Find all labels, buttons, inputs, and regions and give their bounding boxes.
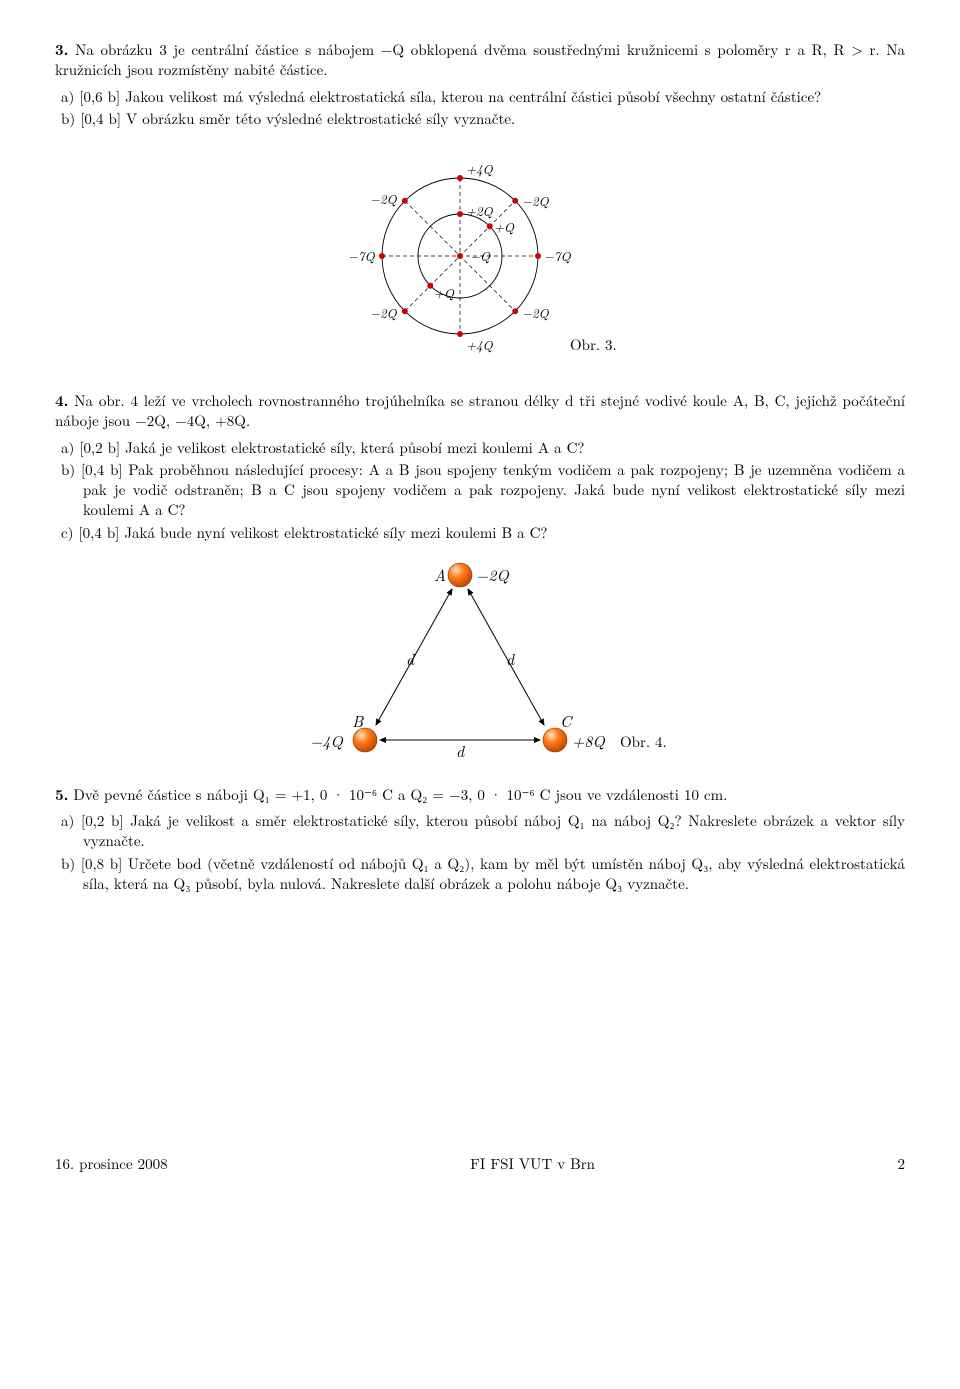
fig3-outer-bl: −2Q	[370, 303, 398, 322]
fig4-A: A	[434, 563, 446, 586]
problem3-number: 3.	[55, 39, 68, 60]
item-text: [0,4 b] V obrázku směr této výsledné ele…	[80, 108, 515, 129]
fig3-outer-ur: −2Q	[522, 191, 550, 210]
item-text: [0,4 b] Jaká bude nyní velikost elektros…	[79, 522, 548, 543]
footer-date: 16. prosince 2008	[55, 1154, 168, 1174]
problem4-b: b) [0,4 b] Pak proběhnou následující pro…	[55, 460, 905, 521]
fig4-svg: d d d A B C −2Q −4Q +8Q Obr. 4.	[270, 555, 690, 775]
problem3-a: a) [0,6 b] Jakou velikost má výsledná el…	[55, 87, 905, 107]
fig3-outer-top: +4Q	[466, 159, 494, 178]
fig3-inner-ur: +Q	[494, 217, 515, 236]
item-label: b)	[61, 108, 75, 129]
fig3-svg: −Q +2Q +Q +Q +4Q −2Q −2Q −7Q −7Q −2Q −2Q…	[310, 141, 650, 381]
problem3-b: b) [0,4 b] V obrázku směr této výsledné …	[55, 109, 905, 129]
item-text: [0,6 b] Jakou velikost má výsledná elekt…	[79, 86, 821, 107]
problem4-intro: 4. Na obr. 4 leží ve vrcholech rovnostra…	[55, 391, 905, 432]
fig4-caption: Obr. 4.	[620, 731, 667, 752]
problem3-text: Na obrázku 3 je centrální částice s nábo…	[55, 39, 905, 80]
fig3-inner-top: +2Q	[466, 201, 494, 220]
item-text: [0,4 b] Pak proběhnou následující proces…	[81, 459, 905, 521]
item-text: [0,8 b] Určete bod (včetně vzdáleností o…	[81, 853, 905, 894]
item-text: [0,2 b] Jaká je velikost a směr elektros…	[81, 810, 905, 851]
problem4-c: c) [0,4 b] Jaká bude nyní velikost elekt…	[55, 523, 905, 543]
item-label: a)	[61, 810, 74, 831]
fig4-qB: −4Q	[310, 729, 343, 752]
item-label: a)	[61, 86, 74, 107]
fig3-outer-l: −7Q	[348, 246, 376, 265]
problem5-number: 5.	[55, 784, 68, 805]
item-label: b)	[61, 459, 75, 480]
footer-page: 2	[897, 1154, 905, 1174]
item-label: b)	[61, 853, 75, 874]
item-label: a)	[61, 437, 74, 458]
fig3-inner-bl: +Q	[434, 283, 455, 302]
fig4-qC: +8Q	[572, 729, 605, 752]
item-text: [0,2 b] Jaká je velikost elektrostatické…	[79, 437, 584, 458]
fig3-outer-r: −7Q	[544, 246, 572, 265]
fig4-d-bottom: d	[456, 739, 465, 762]
fig4-B: B	[352, 709, 364, 732]
fig3-caption: Obr. 3.	[570, 334, 617, 355]
fig4-d-left: d	[406, 647, 415, 670]
item-label: c)	[61, 522, 74, 543]
figure-3: −Q +2Q +Q +Q +4Q −2Q −2Q −7Q −7Q −2Q −2Q…	[55, 141, 905, 381]
problem5-a: a) [0,2 b] Jaká je velikost a směr elekt…	[55, 811, 905, 852]
fig3-outer-ul: −2Q	[370, 189, 398, 208]
fig3-center-label: −Q	[470, 246, 491, 265]
problem5-intro: 5. Dvě pevné částice s náboji Q₁ = +1, 0…	[55, 785, 905, 805]
figure-4: d d d A B C −2Q −4Q +8Q Obr. 4.	[55, 555, 905, 775]
problem4-text: Na obr. 4 leží ve vrcholech rovnostranné…	[55, 390, 905, 431]
problem3-intro: 3. Na obrázku 3 je centrální částice s n…	[55, 40, 905, 81]
problem4-number: 4.	[55, 390, 68, 411]
page-footer: 16. prosince 2008 FI FSI VUT v Brn 2	[55, 1154, 905, 1174]
footer-institution: FI FSI VUT v Brn	[470, 1154, 595, 1174]
fig4-d-right: d	[506, 647, 515, 670]
fig3-outer-bottom: +4Q	[466, 335, 494, 354]
fig4-qA: −2Q	[476, 563, 509, 586]
problem5-b: b) [0,8 b] Určete bod (včetně vzdálenost…	[55, 854, 905, 895]
fig3-outer-br: −2Q	[522, 303, 550, 322]
problem5-text: Dvě pevné částice s náboji Q₁ = +1, 0 · …	[73, 784, 727, 805]
problem4-a: a) [0,2 b] Jaká je velikost elektrostati…	[55, 438, 905, 458]
